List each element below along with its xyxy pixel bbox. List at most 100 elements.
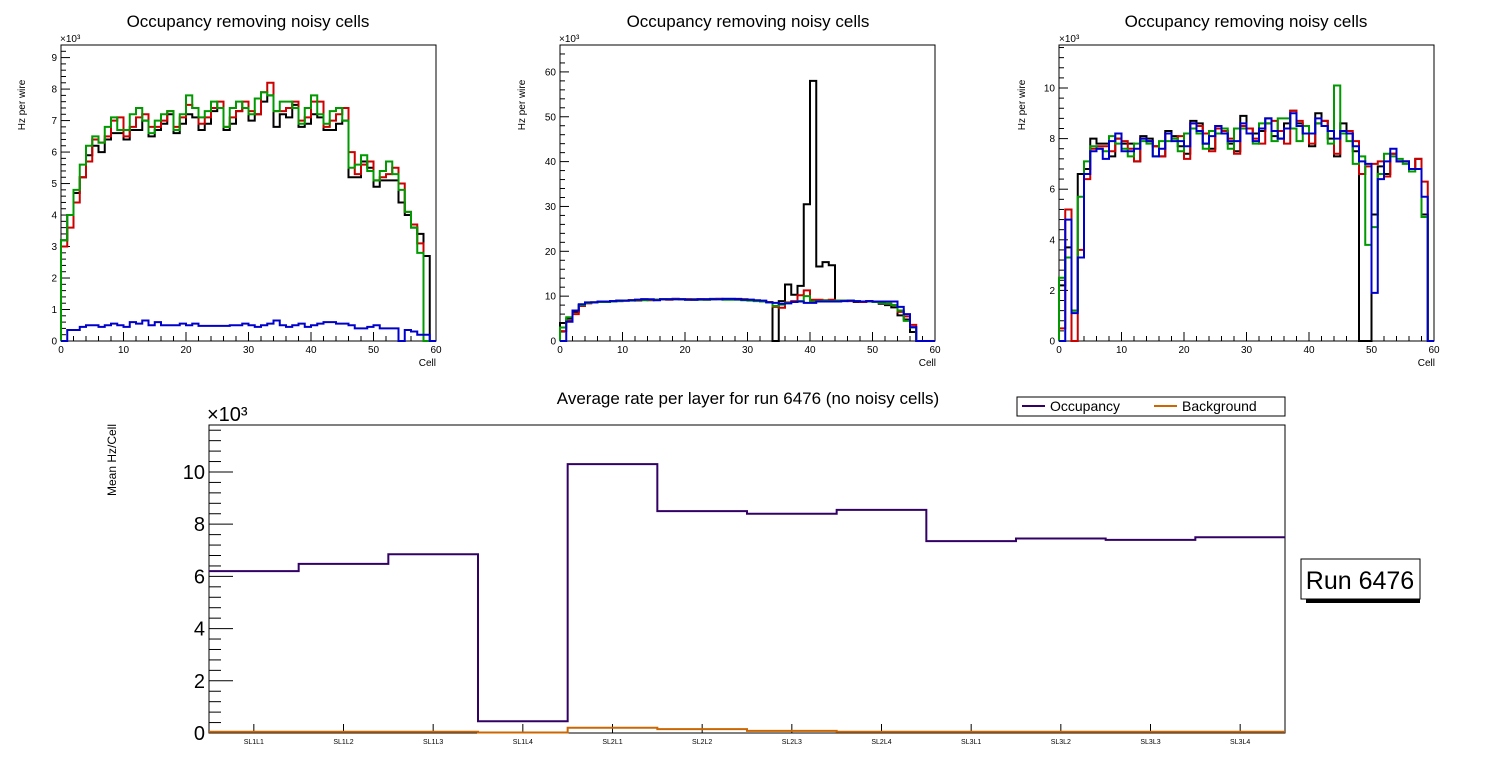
plot-frame bbox=[208, 424, 1286, 734]
x-tick-label: 50 bbox=[867, 345, 879, 356]
x-axis-label: Cell bbox=[419, 358, 436, 369]
axes: 0 10 20 30 40 50 60 0 10 20 30 40 50 60 bbox=[545, 44, 941, 356]
series-group bbox=[1058, 84, 1434, 342]
series-group bbox=[209, 463, 1285, 734]
chart-title: Occupancy removing noisy cells bbox=[627, 12, 870, 31]
x-tick-label: SL1L3 bbox=[423, 739, 443, 746]
y-tick-label: 9 bbox=[51, 53, 57, 64]
y-tick-label: 0 bbox=[1049, 337, 1055, 348]
y-tick-label: 30 bbox=[545, 202, 557, 213]
y-tick-label: 10 bbox=[183, 462, 205, 484]
y-tick-label: 0 bbox=[550, 337, 556, 348]
x-tick-label: SL3L1 bbox=[961, 739, 981, 746]
x-tick-label: 20 bbox=[1178, 345, 1190, 356]
plot-frame bbox=[60, 44, 437, 342]
x-tick-label: 60 bbox=[430, 345, 442, 356]
plot-frame bbox=[559, 44, 936, 342]
y-tick-label: 0 bbox=[194, 723, 205, 745]
y-axis-label: Hz per wire bbox=[17, 79, 28, 130]
y-tick-label: 4 bbox=[51, 211, 57, 222]
y-multiplier: ×10³ bbox=[559, 34, 580, 45]
x-tick-label: 30 bbox=[742, 345, 754, 356]
y-tick-label: 2 bbox=[194, 671, 205, 693]
x-tick-label: SL3L2 bbox=[1051, 739, 1071, 746]
x-tick-label: 40 bbox=[804, 345, 816, 356]
y-tick-label: 6 bbox=[51, 148, 57, 159]
y-tick-label: 3 bbox=[51, 242, 57, 253]
x-tick-label: 0 bbox=[58, 345, 64, 356]
y-multiplier: ×10³ bbox=[207, 404, 248, 426]
series-occupancy bbox=[209, 463, 1285, 723]
y-tick-label: 4 bbox=[194, 619, 205, 641]
run-annotation: Run 6476 bbox=[1300, 558, 1421, 603]
y-tick-label: 10 bbox=[545, 292, 557, 303]
y-tick-label: 2 bbox=[1049, 286, 1055, 297]
x-tick-label: 30 bbox=[243, 345, 255, 356]
legend: Occupancy Background bbox=[1016, 396, 1286, 417]
y-tick-label: 60 bbox=[545, 67, 557, 78]
y-tick-label: 8 bbox=[194, 514, 205, 536]
x-tick-label: SL1L4 bbox=[513, 739, 533, 746]
annotation-shadow bbox=[1306, 599, 1420, 603]
y-tick-label: 6 bbox=[194, 566, 205, 588]
legend-label-background: Background bbox=[1182, 398, 1257, 414]
annotation-text: Run 6476 bbox=[1306, 567, 1414, 595]
histogram-panel-1: Occupancy removing noisy cells Hz per wi… bbox=[17, 12, 442, 369]
axes: 0 1 2 3 4 5 6 7 8 9 0 10 20 30 40 50 60 bbox=[51, 44, 442, 356]
axes: 0 2 4 6 8 10 0 10 20 30 40 50 60 bbox=[1044, 44, 1440, 356]
x-tick-label: 10 bbox=[617, 345, 629, 356]
y-axis-label: Hz per wire bbox=[1017, 79, 1028, 130]
x-axis-label: Cell bbox=[919, 358, 936, 369]
y-tick-label: 40 bbox=[545, 157, 557, 168]
x-tick-label: SL3L3 bbox=[1140, 739, 1160, 746]
y-tick-label: 8 bbox=[1049, 134, 1055, 145]
y-tick-label: 5 bbox=[51, 179, 57, 190]
x-tick-label: SL1L2 bbox=[333, 739, 353, 746]
series-group bbox=[559, 79, 935, 342]
x-tick-label: 50 bbox=[368, 345, 380, 356]
y-multiplier: ×10³ bbox=[1059, 34, 1080, 45]
x-tick-label: SL2L3 bbox=[782, 739, 802, 746]
x-tick-label: SL2L2 bbox=[692, 739, 712, 746]
x-tick-label: 0 bbox=[557, 345, 563, 356]
x-tick-label: 50 bbox=[1366, 345, 1378, 356]
y-tick-label: 10 bbox=[1044, 84, 1056, 95]
x-axis-label: Cell bbox=[1418, 358, 1435, 369]
series-black bbox=[60, 94, 436, 342]
chart-title: Occupancy removing noisy cells bbox=[1125, 12, 1368, 31]
x-tick-label: SL2L4 bbox=[871, 739, 891, 746]
x-tick-label: 40 bbox=[305, 345, 317, 356]
series-blue bbox=[560, 297, 935, 342]
x-tick-label: 10 bbox=[1116, 345, 1128, 356]
x-tick-label: SL3L4 bbox=[1230, 739, 1250, 746]
y-axis-label: Mean Hz/Cell bbox=[105, 424, 119, 496]
chart-title: Average rate per layer for run 6476 (no … bbox=[557, 389, 939, 408]
annotation-box bbox=[1300, 558, 1421, 600]
y-tick-label: 4 bbox=[1049, 235, 1055, 246]
y-tick-label: 6 bbox=[1049, 185, 1055, 196]
y-tick-label: 20 bbox=[545, 247, 557, 258]
x-tick-label: SL2L1 bbox=[602, 739, 622, 746]
y-tick-label: 50 bbox=[545, 112, 557, 123]
y-tick-label: 7 bbox=[51, 116, 57, 127]
histogram-panel-3: Occupancy removing noisy cells Hz per wi… bbox=[1017, 12, 1440, 369]
x-tick-label: SL1L1 bbox=[244, 739, 264, 746]
series-blue bbox=[61, 319, 436, 342]
series-green bbox=[60, 91, 436, 342]
y-tick-label: 2 bbox=[51, 274, 57, 285]
legend-box bbox=[1016, 396, 1286, 417]
axes: 0 2 4 6 8 10 SL1L1 SL1L2 SL1L3 SL1L4 SL2L1 SL2L2 SL2… bbox=[183, 424, 1286, 746]
y-multiplier: ×10³ bbox=[60, 34, 81, 45]
x-tick-label: 40 bbox=[1303, 345, 1315, 356]
chart-title: Occupancy removing noisy cells bbox=[127, 12, 370, 31]
histogram-panel-2: Occupancy removing noisy cells Hz per wi… bbox=[517, 12, 941, 369]
y-tick-label: 0 bbox=[51, 337, 57, 348]
y-axis-label: Hz per wire bbox=[517, 79, 528, 130]
x-tick-label: 30 bbox=[1241, 345, 1253, 356]
series-group bbox=[60, 81, 436, 342]
x-tick-label: 60 bbox=[929, 345, 941, 356]
x-tick-label: 60 bbox=[1428, 345, 1440, 356]
y-tick-label: 8 bbox=[51, 85, 57, 96]
y-tick-label: 1 bbox=[51, 305, 57, 316]
